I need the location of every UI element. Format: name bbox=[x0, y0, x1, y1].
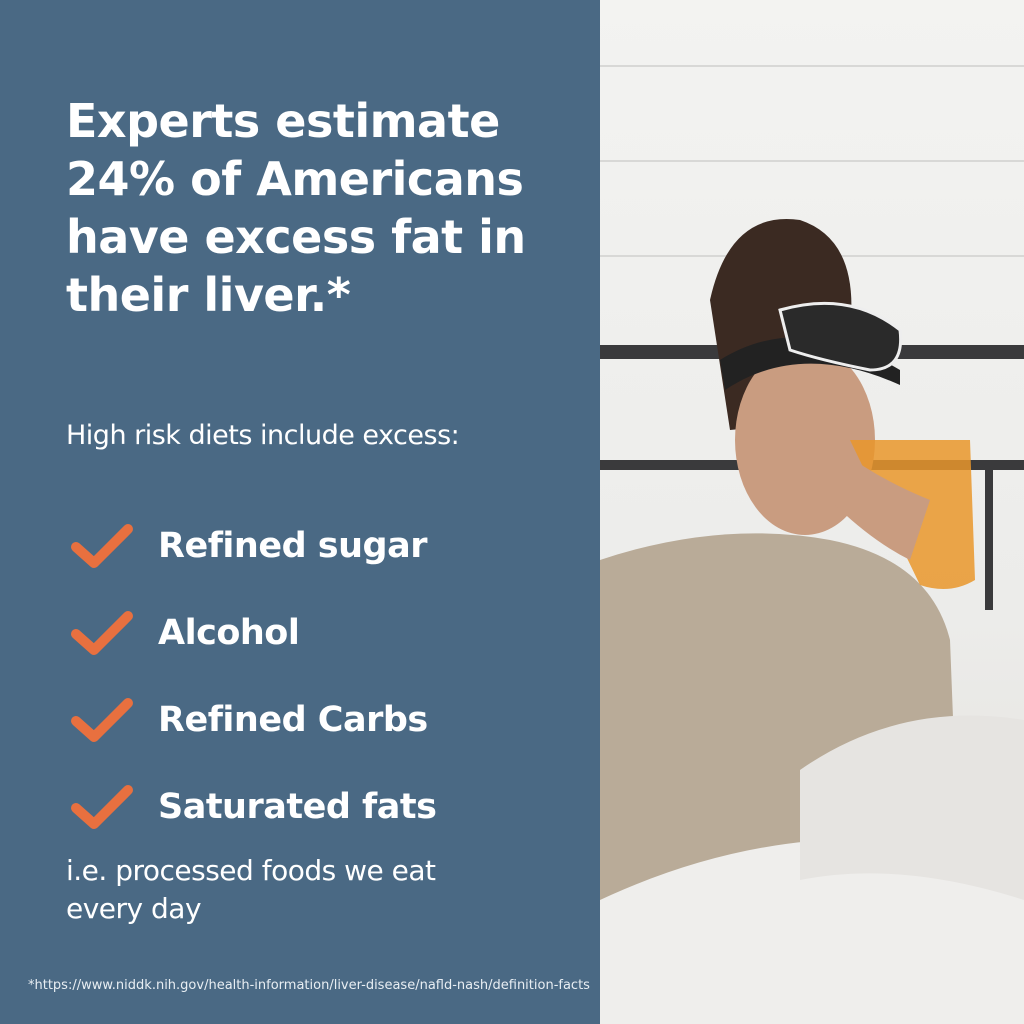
list-item-label: Saturated fats bbox=[158, 786, 437, 827]
note-text: i.e. processed foods we eat every day bbox=[66, 854, 436, 925]
lifestyle-photo bbox=[600, 0, 1024, 1024]
list-item-label: Refined sugar bbox=[158, 525, 428, 566]
list-item-label: Refined Carbs bbox=[158, 699, 428, 740]
intro-text: High risk diets include excess: bbox=[66, 420, 460, 451]
check-icon bbox=[71, 784, 133, 829]
list-item: Refined sugar bbox=[70, 502, 436, 589]
check-icon bbox=[71, 697, 133, 742]
list-item: Saturated fats bbox=[70, 763, 437, 850]
list-item-label: Alcohol bbox=[158, 612, 300, 653]
headline: Experts estimate 24% of Americans have e… bbox=[66, 94, 526, 322]
check-icon bbox=[71, 523, 133, 568]
check-icon bbox=[71, 610, 133, 655]
footnote: *https://www.niddk.nih.gov/health-inform… bbox=[28, 978, 590, 993]
list-item: Refined Carbs bbox=[70, 676, 436, 763]
text-panel: Experts estimate 24% of Americans have e… bbox=[0, 0, 600, 1024]
list-item: Alcohol bbox=[70, 589, 436, 676]
risk-list: Refined sugar Alcohol Refined Carbs Satu… bbox=[70, 502, 437, 850]
